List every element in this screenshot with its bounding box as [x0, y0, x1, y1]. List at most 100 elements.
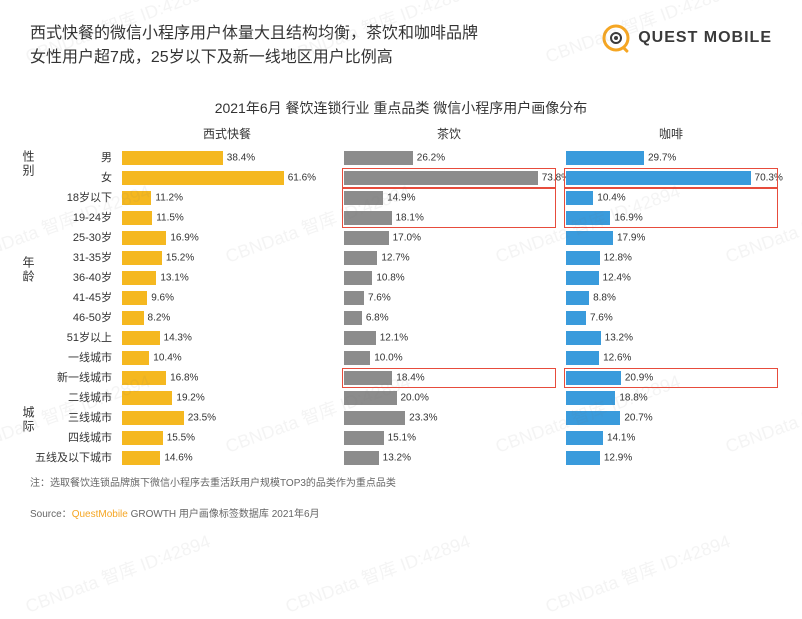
bar-row: 20.9%: [566, 368, 776, 388]
bar-track: 13.1%: [122, 271, 332, 285]
bar: [566, 151, 644, 165]
bar: [122, 171, 284, 185]
bar-value-label: 12.9%: [604, 453, 632, 464]
bar-row: 19.2%: [122, 388, 332, 408]
bar: [566, 391, 615, 405]
headline-line1: 西式快餐的微信小程序用户体量大且结构均衡，茶饮和咖啡品牌: [30, 22, 478, 46]
bar-value-label: 15.1%: [388, 433, 416, 444]
bar-track: 10.8%: [344, 271, 554, 285]
bar-row: 6.8%: [344, 308, 554, 328]
bar-value-label: 14.1%: [607, 433, 635, 444]
bar-row: 10.0%: [344, 348, 554, 368]
bar-track: 23.5%: [122, 411, 332, 425]
bar-track: 14.3%: [122, 331, 332, 345]
bar-value-label: 7.6%: [590, 313, 613, 324]
bar: [344, 431, 384, 445]
bar-track: 20.0%: [344, 391, 554, 405]
bar-value-label: 14.9%: [387, 193, 415, 204]
bar-value-label: 16.8%: [170, 373, 198, 384]
bar-track: 16.8%: [122, 371, 332, 385]
bar-row: 23.5%: [122, 408, 332, 428]
headline-line2: 女性用户超7成，25岁以下及新一线地区用户比例高: [30, 46, 478, 70]
bar-row: 26.2%: [344, 148, 554, 168]
bar: [122, 271, 156, 285]
bar-row: 16.9%: [566, 208, 776, 228]
bar-value-label: 8.8%: [593, 293, 616, 304]
chart-title: 2021年6月 餐饮连锁行业 重点品类 微信小程序用户画像分布: [0, 98, 802, 118]
bar: [344, 331, 376, 345]
bar-value-label: 15.2%: [166, 253, 194, 264]
bar-track: 20.9%: [566, 371, 776, 385]
bar: [122, 291, 147, 305]
row-label: 19-24岁: [20, 208, 116, 228]
chart-column: 西式快餐38.4%61.6%11.2%11.5%16.9%15.2%13.1%9…: [116, 126, 338, 468]
bar: [344, 451, 379, 465]
bar-row: 20.7%: [566, 408, 776, 428]
bar-row: 38.4%: [122, 148, 332, 168]
bar-value-label: 18.1%: [396, 213, 424, 224]
source-rest: GROWTH 用户画像标签数据库 2021年6月: [128, 509, 320, 520]
bar-track: 10.4%: [122, 351, 332, 365]
bar-track: 12.1%: [344, 331, 554, 345]
bar: [566, 351, 599, 365]
bar-row: 16.8%: [122, 368, 332, 388]
bar: [566, 371, 621, 385]
chart-column-title: 茶饮: [344, 126, 554, 148]
charts-area: 西式快餐38.4%61.6%11.2%11.5%16.9%15.2%13.1%9…: [116, 126, 782, 468]
group-label: 城际: [20, 406, 37, 434]
bar: [344, 191, 383, 205]
bar-value-label: 16.9%: [170, 233, 198, 244]
bar: [344, 311, 362, 325]
bar-value-label: 13.1%: [160, 273, 188, 284]
bar-row: 11.5%: [122, 208, 332, 228]
bar: [566, 411, 620, 425]
bars-wrap: 38.4%61.6%11.2%11.5%16.9%15.2%13.1%9.6%8…: [122, 148, 332, 468]
source-line: Source：QuestMobile GROWTH 用户画像标签数据库 2021…: [0, 489, 802, 520]
source-prefix: Source：: [30, 509, 72, 520]
bar-track: 10.4%: [566, 191, 776, 205]
charts-container: 性别年龄城际男女18岁以下19-24岁25-30岁31-35岁36-40岁41-…: [0, 118, 802, 468]
bar-track: 7.6%: [566, 311, 776, 325]
bar-row: 12.4%: [566, 268, 776, 288]
bar-value-label: 12.1%: [380, 333, 408, 344]
bar-value-label: 29.7%: [648, 153, 676, 164]
bar-value-label: 14.6%: [164, 453, 192, 464]
bar-track: 12.6%: [566, 351, 776, 365]
bar-track: 18.8%: [566, 391, 776, 405]
bar-value-label: 15.5%: [167, 433, 195, 444]
bar-value-label: 9.6%: [151, 293, 174, 304]
row-labels-column: 性别年龄城际男女18岁以下19-24岁25-30岁31-35岁36-40岁41-…: [20, 126, 116, 468]
bar-track: 19.2%: [122, 391, 332, 405]
bar-value-label: 10.4%: [153, 353, 181, 364]
bar: [122, 431, 163, 445]
bar: [122, 211, 152, 225]
bar: [566, 191, 593, 205]
bar-value-label: 10.0%: [374, 353, 402, 364]
chart-column-title: 咖啡: [566, 126, 776, 148]
bar: [122, 151, 223, 165]
bar: [344, 411, 405, 425]
bar-track: 16.9%: [566, 211, 776, 225]
bar-value-label: 20.9%: [625, 373, 653, 384]
bar-track: 12.7%: [344, 251, 554, 265]
bar-track: 9.6%: [122, 291, 332, 305]
row-label: 二线城市: [20, 388, 116, 408]
bar-value-label: 16.9%: [614, 213, 642, 224]
bar-track: 26.2%: [344, 151, 554, 165]
bar-row: 17.9%: [566, 228, 776, 248]
bar: [122, 351, 149, 365]
bar: [344, 231, 389, 245]
bar: [344, 351, 370, 365]
bar-row: 12.7%: [344, 248, 554, 268]
bar-value-label: 18.4%: [396, 373, 424, 384]
bar: [344, 371, 392, 385]
bar-track: 15.2%: [122, 251, 332, 265]
bar-track: 16.9%: [122, 231, 332, 245]
footnote: 注：选取餐饮连锁品牌旗下微信小程序去重活跃用户规模TOP3的品类作为重点品类: [0, 468, 802, 489]
bar: [122, 411, 184, 425]
bar-row: 15.5%: [122, 428, 332, 448]
row-label: 一线城市: [20, 348, 116, 368]
chart-column: 茶饮26.2%73.8%14.9%18.1%17.0%12.7%10.8%7.6…: [338, 126, 560, 468]
bar-row: 20.0%: [344, 388, 554, 408]
bar-track: 14.1%: [566, 431, 776, 445]
